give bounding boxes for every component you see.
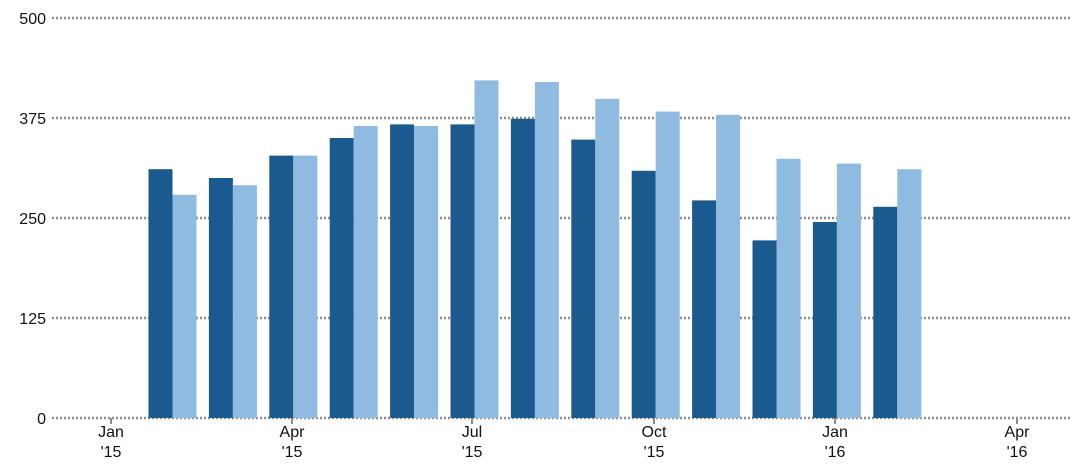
bar-series-2 bbox=[655, 111, 680, 418]
bars bbox=[148, 80, 922, 419]
y-tick-label: 125 bbox=[19, 311, 46, 328]
x-tick-label-month: Jan bbox=[822, 424, 848, 441]
y-tick-label: 250 bbox=[19, 211, 46, 228]
bar-series-2 bbox=[293, 155, 318, 418]
x-tick-label-year: '15 bbox=[644, 444, 665, 461]
bar-series-1 bbox=[873, 206, 898, 418]
y-tick-label: 375 bbox=[19, 111, 46, 128]
x-tick-label-year: '16 bbox=[825, 444, 846, 461]
y-axis-ticks: 0 125 250 375 500 bbox=[19, 11, 46, 428]
bar-series-2 bbox=[897, 169, 922, 418]
x-tick-label-month: Jan bbox=[98, 424, 124, 441]
bar-series-1 bbox=[390, 124, 415, 419]
y-tick-label: 0 bbox=[37, 411, 46, 428]
bar-series-2 bbox=[534, 82, 559, 418]
x-tick-label-month: Apr bbox=[1005, 424, 1031, 441]
bar-series-2 bbox=[474, 80, 499, 419]
bar-series-1 bbox=[571, 139, 596, 418]
bar-series-2 bbox=[353, 126, 378, 418]
x-tick-label-year: '15 bbox=[282, 444, 303, 461]
bar-series-2 bbox=[716, 114, 741, 419]
bar-series-2 bbox=[776, 158, 801, 419]
bar-series-2 bbox=[414, 126, 439, 418]
bar-series-2 bbox=[595, 98, 620, 419]
bar-series-1 bbox=[752, 240, 777, 418]
x-tick-label-month: Apr bbox=[280, 424, 306, 441]
bar-series-1 bbox=[269, 155, 294, 418]
bar-series-1 bbox=[510, 118, 535, 419]
bar-series-1 bbox=[631, 170, 656, 418]
bar-series-2 bbox=[172, 194, 197, 418]
x-tick-label-month: Oct bbox=[642, 424, 667, 441]
bar-series-1 bbox=[329, 138, 354, 418]
x-tick-label-year: '15 bbox=[462, 444, 483, 461]
bar-series-1 bbox=[812, 222, 837, 418]
x-tick-label-year: '16 bbox=[1007, 444, 1028, 461]
x-axis-ticks: Jan '15 Apr '15 Jul '15 Oct '15 Jan '16 Apr '16 bbox=[98, 418, 1030, 461]
bar-series-2 bbox=[836, 163, 861, 418]
bar-series-2 bbox=[232, 185, 257, 418]
bar-series-1 bbox=[148, 169, 173, 418]
x-tick-label-month: Jul bbox=[462, 424, 482, 441]
bar-series-1 bbox=[692, 200, 717, 418]
bar-series-1 bbox=[208, 178, 233, 418]
bar-series-1 bbox=[450, 124, 475, 419]
x-tick-label-year: '15 bbox=[101, 444, 122, 461]
y-tick-label: 500 bbox=[19, 11, 46, 28]
